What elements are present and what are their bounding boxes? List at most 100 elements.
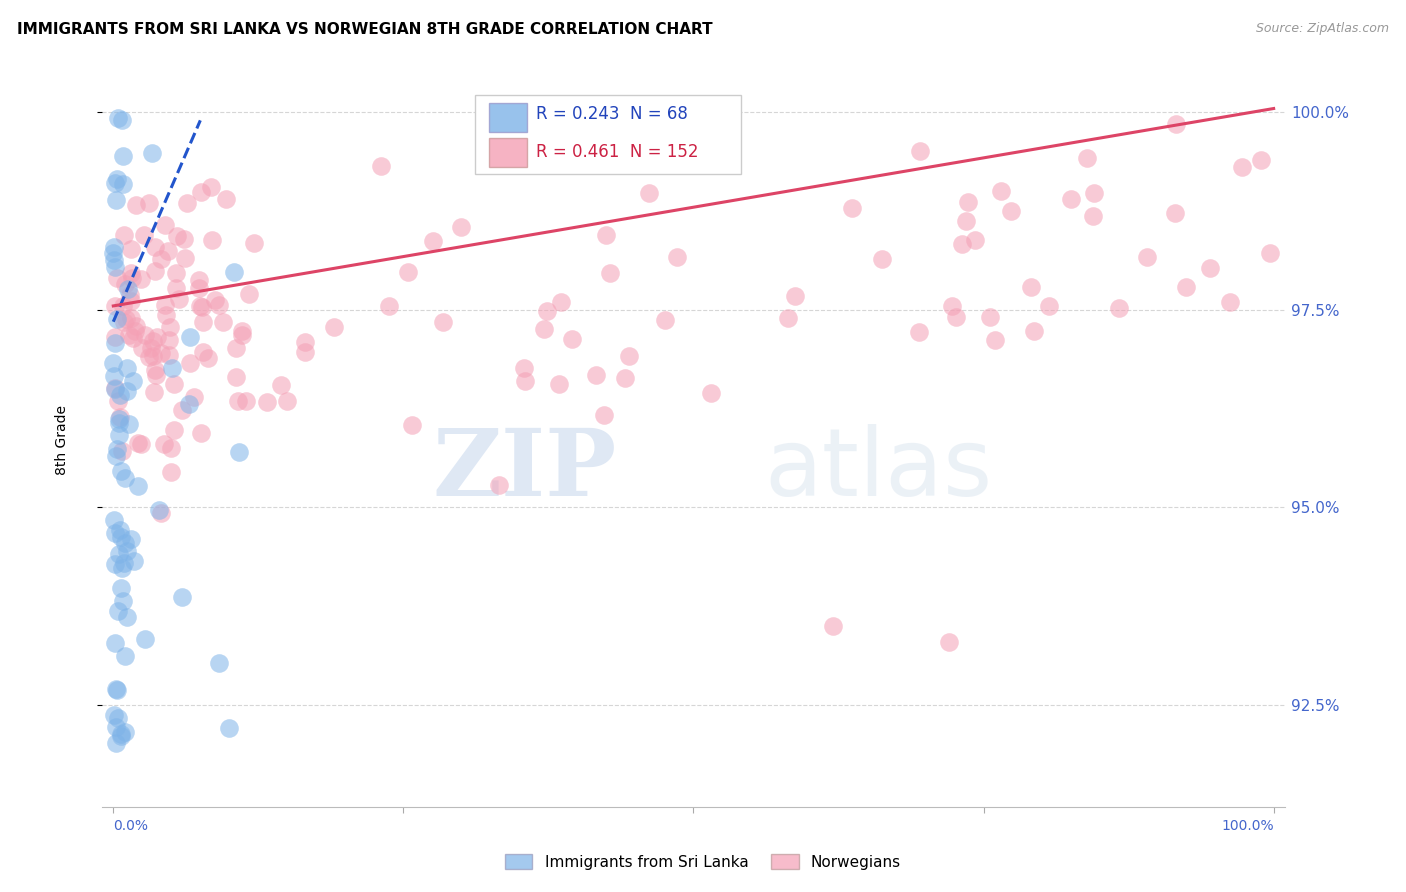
Point — [170, 590, 193, 604]
Point — [117, 282, 139, 296]
Point — [108, 417, 131, 431]
Point — [153, 437, 176, 451]
Point — [595, 227, 617, 242]
Point — [169, 292, 191, 306]
Point — [131, 342, 153, 356]
Point — [945, 310, 967, 325]
Point — [108, 412, 131, 426]
Point — [218, 721, 240, 735]
Point — [432, 315, 454, 329]
Point — [990, 184, 1012, 198]
Point — [1083, 186, 1105, 200]
Point — [950, 237, 973, 252]
Point — [134, 327, 156, 342]
Point — [1199, 260, 1222, 275]
Point — [191, 345, 214, 359]
Point — [112, 315, 135, 329]
Point — [104, 335, 127, 350]
Point — [599, 266, 621, 280]
Point — [179, 356, 201, 370]
Point — [114, 536, 136, 550]
Point — [401, 418, 423, 433]
Point — [125, 318, 148, 333]
Point — [115, 384, 138, 398]
Point — [183, 390, 205, 404]
Point — [108, 547, 131, 561]
Point — [160, 360, 183, 375]
Point — [536, 304, 558, 318]
Point — [422, 234, 444, 248]
Point — [105, 736, 128, 750]
Point — [153, 218, 176, 232]
Point — [112, 148, 135, 162]
Point — [617, 349, 640, 363]
Point — [156, 244, 179, 259]
Point — [115, 361, 138, 376]
Text: 0.0%: 0.0% — [114, 819, 148, 833]
Point — [122, 554, 145, 568]
Point — [841, 201, 863, 215]
Point — [215, 192, 238, 206]
Point — [179, 330, 201, 344]
Point — [776, 311, 799, 326]
Point — [170, 403, 193, 417]
Point — [638, 186, 661, 200]
Point — [115, 544, 138, 558]
Text: R = 0.243  N = 68: R = 0.243 N = 68 — [536, 105, 688, 123]
Text: Source: ZipAtlas.com: Source: ZipAtlas.com — [1256, 22, 1389, 36]
Point — [872, 252, 894, 266]
Point — [1038, 299, 1060, 313]
Point — [200, 233, 222, 247]
Point — [103, 708, 125, 723]
Point — [173, 232, 195, 246]
Point — [143, 240, 166, 254]
Point — [187, 281, 209, 295]
Point — [188, 300, 211, 314]
Point — [124, 198, 146, 212]
Point — [118, 417, 141, 432]
Point — [1083, 209, 1105, 223]
Point — [107, 711, 129, 725]
Point — [197, 351, 219, 366]
Point — [225, 370, 247, 384]
Point — [163, 377, 186, 392]
Point — [294, 345, 316, 359]
Point — [105, 271, 128, 285]
Point — [208, 656, 231, 670]
Point — [592, 409, 614, 423]
Point — [666, 250, 689, 264]
Point — [191, 315, 214, 329]
Point — [145, 368, 167, 382]
Point — [120, 532, 142, 546]
Point — [235, 393, 257, 408]
Point — [103, 252, 125, 267]
Point — [104, 381, 127, 395]
Point — [984, 333, 1007, 347]
Point — [1060, 193, 1083, 207]
Point — [177, 397, 200, 411]
Point — [1024, 324, 1046, 338]
Point — [165, 266, 187, 280]
Point — [162, 423, 184, 437]
Point — [231, 324, 253, 338]
Point — [225, 341, 247, 355]
Point — [148, 503, 170, 517]
Point — [104, 330, 127, 344]
Point — [149, 346, 172, 360]
Point — [1258, 245, 1281, 260]
Point — [515, 374, 537, 388]
Point — [783, 289, 806, 303]
Point — [134, 632, 156, 647]
Point — [127, 436, 149, 450]
Point — [1230, 160, 1253, 174]
Point — [120, 310, 142, 325]
Point — [200, 180, 222, 194]
Point — [191, 300, 214, 314]
Point — [142, 334, 165, 348]
Point — [910, 144, 932, 158]
Text: ZIP: ZIP — [432, 425, 617, 515]
Point — [141, 146, 163, 161]
Point — [104, 636, 127, 650]
Point — [103, 514, 125, 528]
Point — [149, 506, 172, 520]
